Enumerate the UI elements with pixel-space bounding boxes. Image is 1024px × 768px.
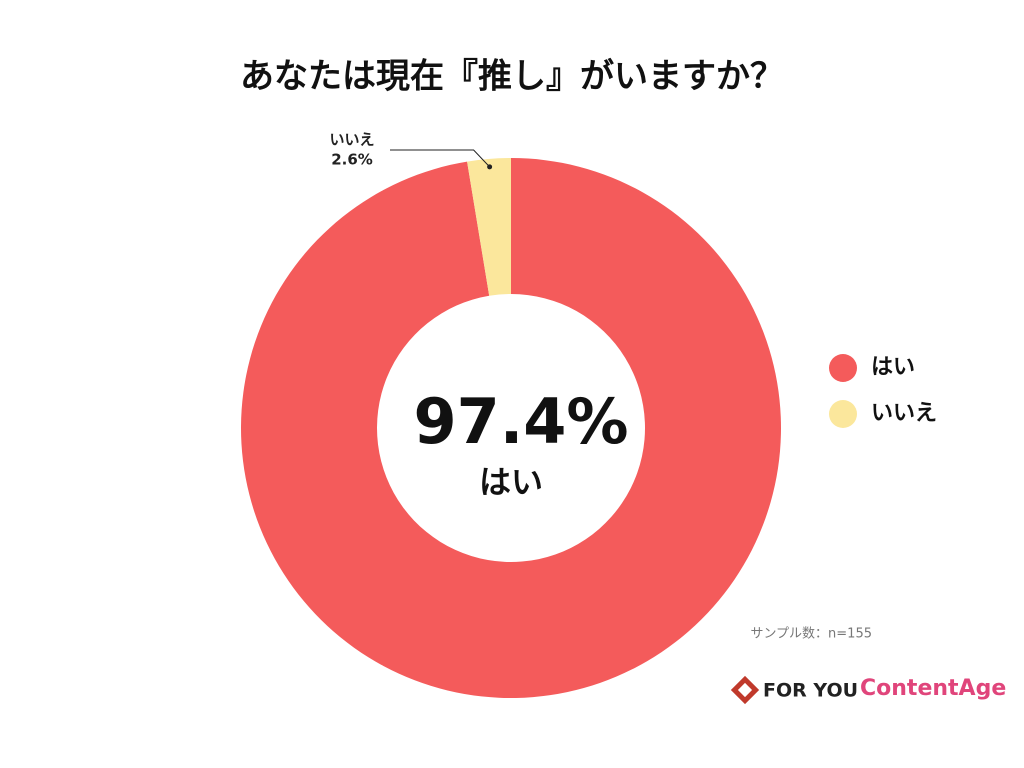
legend-swatch — [829, 400, 857, 428]
legend-swatch — [829, 354, 857, 382]
chart-title: あなたは現在『推し』がいますか？ — [240, 57, 784, 97]
callout-line — [390, 149, 490, 168]
logo-partner: ContentAge — [860, 676, 1006, 701]
callout-category: いいえ — [329, 131, 374, 149]
slice — [467, 158, 511, 296]
center-value: 97.4% — [413, 385, 628, 458]
logo: FOR YOU ContentAge — [730, 675, 1006, 705]
sample-note: サンプル数：n=155 — [750, 627, 872, 642]
logo-brand: FOR YOU — [763, 680, 858, 702]
slice — [240, 158, 781, 699]
legend-label: はい — [871, 355, 915, 380]
logo-icon-inner — [737, 682, 753, 698]
callout-value: 2.6% — [331, 151, 373, 169]
center-category: はい — [479, 463, 543, 501]
legend-label: いいえ — [871, 401, 937, 426]
